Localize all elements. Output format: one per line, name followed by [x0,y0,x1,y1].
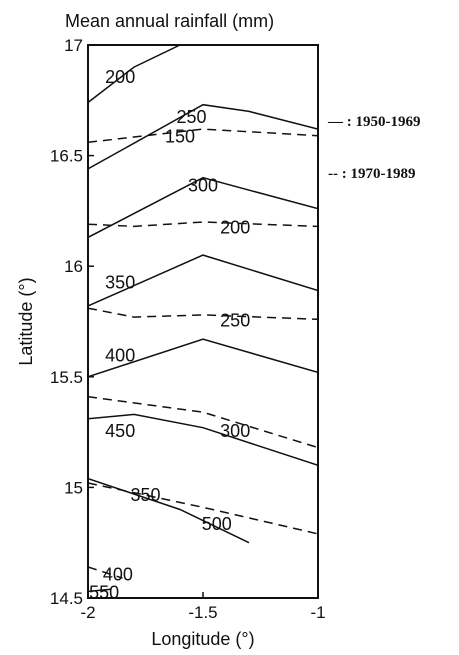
y-tick-label: 16 [64,257,83,276]
contour-label-solid-300: 300 [188,175,218,195]
contour-line-solid-350 [88,254,318,307]
x-axis-label: Longitude (°) [151,629,254,649]
contour-line-solid-250 [88,103,318,170]
y-tick-label: 15 [64,478,83,497]
contour-label-solid-400: 400 [105,346,135,366]
contour-line-dashed-150 [88,128,318,144]
x-tick-label: -2 [80,603,95,622]
contour-line-dashed-350 [88,482,318,535]
contour-label-dashed-150: 150 [165,127,195,147]
contour-label-solid-250: 250 [176,107,206,127]
x-tick-label: -1.5 [188,603,217,622]
contour-line-solid-400 [88,338,318,378]
legend: — : 1950-1969 -- : 1970-1989 [327,114,421,182]
contour-label-solid-350: 350 [105,273,135,293]
contour-label-solid-500: 500 [202,514,232,534]
contour-line-dashed-200 [88,221,318,228]
y-axis-label: Latitude (°) [16,277,36,365]
legend-entry-dashed: -- : 1970-1989 [328,166,415,182]
x-tick-label: -1 [310,603,325,622]
series-1950-1969: 200 250 300 350 400 450 500 550 [88,45,318,602]
y-tick-label: 17 [64,36,83,55]
y-tick-label: 15.5 [50,368,83,387]
contour-label-solid-550: 550 [89,582,119,602]
y-tick-label: 16.5 [50,147,83,166]
contour-label-dashed-400: 400 [103,565,133,585]
contour-label-dashed-350: 350 [130,485,160,505]
contour-line-dashed-400 [88,566,123,579]
contour-line-dashed-300 [88,395,318,449]
contour-label-solid-450: 450 [105,421,135,441]
series-1970-1989: 150 200 250 300 350 400 [88,127,318,585]
contour-lines: 200 250 300 350 400 450 500 550 150 200 250 300 350 4… [88,45,318,602]
contour-line-solid-200 [88,45,181,104]
contour-label-dashed-200: 200 [220,217,250,237]
legend-entry-solid: — : 1950-1969 [327,114,421,130]
contour-line-dashed-250 [88,307,318,321]
contour-label-solid-200: 200 [105,67,135,87]
contour-label-dashed-250: 250 [220,310,250,330]
contour-line-solid-300 [88,176,318,239]
chart-title: Mean annual rainfall (mm) [65,11,274,31]
contour-label-dashed-300: 300 [220,421,250,441]
contour-line-solid-550 [88,588,112,593]
contour-line-solid-450 [88,413,318,467]
y-tick-label: 14.5 [50,589,83,608]
